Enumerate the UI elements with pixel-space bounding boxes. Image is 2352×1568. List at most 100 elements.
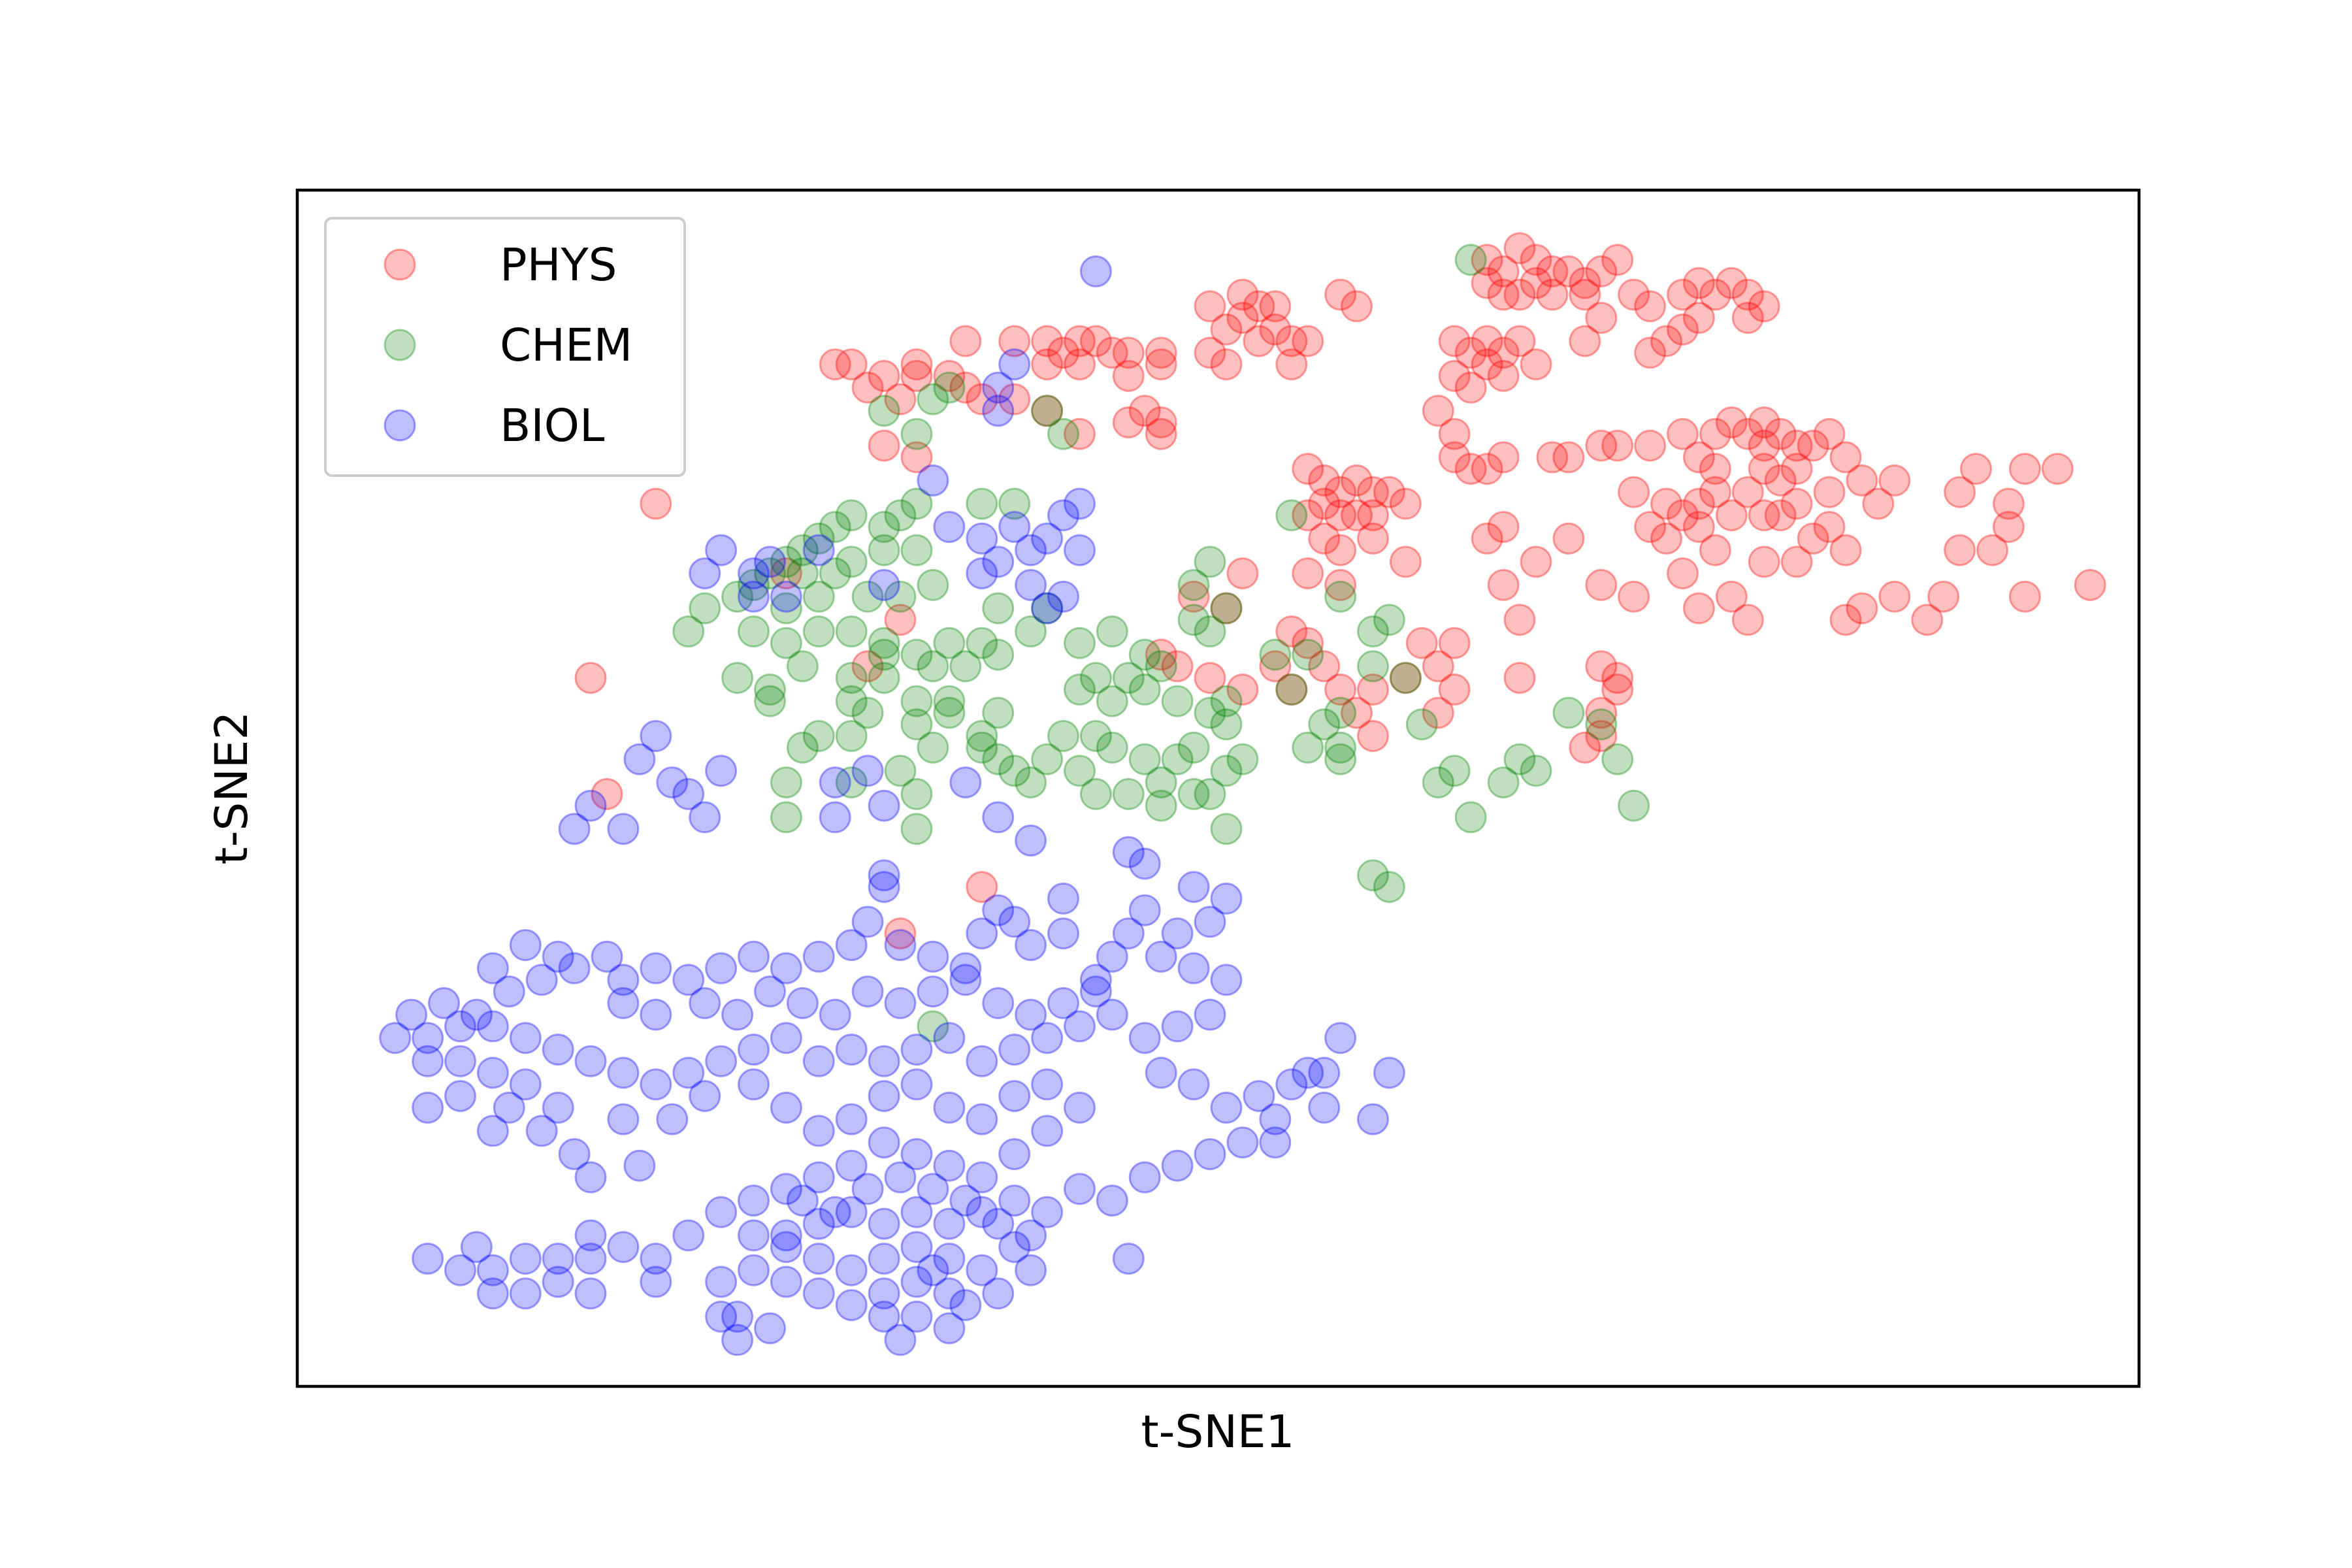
point-biol-70 xyxy=(819,998,851,1031)
point-biol-145 xyxy=(835,1149,868,1182)
points-layer xyxy=(379,232,2106,1356)
point-phys-210 xyxy=(1308,650,1341,683)
point-biol-208 xyxy=(802,1277,835,1310)
point-biol-141 xyxy=(966,1161,998,1194)
point-phys-202 xyxy=(1194,662,1226,694)
point-biol-85 xyxy=(900,1034,933,1066)
point-chem-103 xyxy=(1308,708,1341,741)
point-biol-203 xyxy=(509,1277,542,1310)
point-chem-107 xyxy=(1357,650,1389,683)
point-biol-106 xyxy=(525,964,558,996)
point-biol-29 xyxy=(656,766,689,799)
point-biol-35 xyxy=(819,766,851,799)
point-biol-117 xyxy=(493,1091,525,1124)
point-biol-207 xyxy=(770,1266,802,1298)
point-phys-184 xyxy=(1422,650,1454,683)
point-phys-109 xyxy=(1552,522,1585,555)
point-chem-60 xyxy=(868,627,900,659)
point-phys-59 xyxy=(1031,325,1064,357)
point-chem-9 xyxy=(819,511,851,543)
point-chem-87 xyxy=(1064,755,1096,787)
point-phys-96 xyxy=(1308,487,1341,520)
point-phys-19 xyxy=(1715,267,1748,299)
point-biol-28 xyxy=(705,755,738,787)
point-phys-63 xyxy=(1096,336,1128,369)
series-phys xyxy=(574,232,2106,950)
point-phys-16 xyxy=(1634,290,1667,323)
point-phys-189 xyxy=(1422,696,1454,729)
point-biol-22 xyxy=(770,580,802,613)
point-phys-74 xyxy=(933,359,966,392)
point-biol-180 xyxy=(1145,940,1177,973)
point-phys-38 xyxy=(1454,371,1487,404)
point-phys-195 xyxy=(1585,696,1618,729)
point-chem-22 xyxy=(851,580,884,613)
point-biol-171 xyxy=(1308,1091,1341,1124)
point-biol-13 xyxy=(982,546,1015,578)
point-chem-44 xyxy=(754,685,786,717)
point-phys-170 xyxy=(1944,476,1976,508)
point-chem-15 xyxy=(786,557,819,590)
point-biol-47 xyxy=(1047,917,1079,950)
point-phys-110 xyxy=(1520,546,1552,578)
point-phys-164 xyxy=(1878,580,1911,613)
point-chem-8 xyxy=(835,499,868,532)
point-biol-104 xyxy=(460,998,493,1031)
point-phys-97 xyxy=(1324,499,1357,532)
point-phys-161 xyxy=(1731,604,1764,636)
point-chem-134 xyxy=(1015,615,1047,647)
point-biol-227 xyxy=(1015,1254,1047,1286)
point-phys-165 xyxy=(1911,604,1944,636)
point-biol-166 xyxy=(1259,1126,1292,1159)
point-phys-92 xyxy=(1341,464,1373,497)
point-phys-203 xyxy=(1161,650,1194,683)
point-biol-168 xyxy=(1243,1080,1275,1113)
point-chem-133 xyxy=(1031,592,1064,625)
point-chem-13 xyxy=(754,557,786,590)
point-biol-37 xyxy=(819,801,851,834)
point-phys-34 xyxy=(1503,325,1536,357)
point-chem-73 xyxy=(1210,685,1243,717)
point-chem-89 xyxy=(1112,777,1145,810)
point-biol-191 xyxy=(607,1231,640,1264)
point-phys-145 xyxy=(1862,487,1895,520)
point-biol-195 xyxy=(476,1254,509,1286)
point-biol-241 xyxy=(1015,1219,1047,1252)
point-phys-72 xyxy=(900,348,933,381)
point-biol-110 xyxy=(509,929,542,961)
point-chem-68 xyxy=(1064,627,1096,659)
point-chem-93 xyxy=(1226,743,1259,776)
point-biol-146 xyxy=(802,1161,835,1194)
point-biol-147 xyxy=(770,1173,802,1205)
point-phys-46 xyxy=(1226,302,1259,334)
point-phys-5 xyxy=(1552,255,1585,287)
point-chem-27 xyxy=(672,615,705,647)
point-biol-7 xyxy=(998,511,1031,543)
point-phys-148 xyxy=(1829,534,1862,566)
point-biol-230 xyxy=(754,1312,786,1345)
point-phys-47 xyxy=(1210,313,1243,346)
point-phys-205 xyxy=(1210,592,1243,625)
point-chem-78 xyxy=(1128,743,1161,776)
point-biol-124 xyxy=(623,1149,656,1182)
point-chem-137 xyxy=(917,1010,949,1043)
point-biol-49 xyxy=(998,906,1031,938)
point-biol-4 xyxy=(917,464,949,497)
point-chem-62 xyxy=(1064,673,1096,706)
point-phys-157 xyxy=(1650,522,1682,555)
point-chem-14 xyxy=(738,568,770,601)
point-phys-60 xyxy=(1047,336,1079,369)
point-phys-99 xyxy=(1292,499,1324,532)
point-biol-229 xyxy=(1112,1243,1145,1275)
point-biol-23 xyxy=(738,580,770,613)
point-biol-138 xyxy=(1064,1091,1096,1124)
point-phys-66 xyxy=(1031,348,1064,381)
point-biol-130 xyxy=(802,1115,835,1147)
point-phys-163 xyxy=(1846,592,1878,625)
point-phys-173 xyxy=(1992,487,2025,520)
point-biol-159 xyxy=(1031,1196,1064,1228)
point-phys-25 xyxy=(1667,313,1699,346)
point-biol-184 xyxy=(1177,871,1210,904)
axes-frame xyxy=(295,188,2141,1388)
point-phys-0 xyxy=(1471,244,1503,276)
